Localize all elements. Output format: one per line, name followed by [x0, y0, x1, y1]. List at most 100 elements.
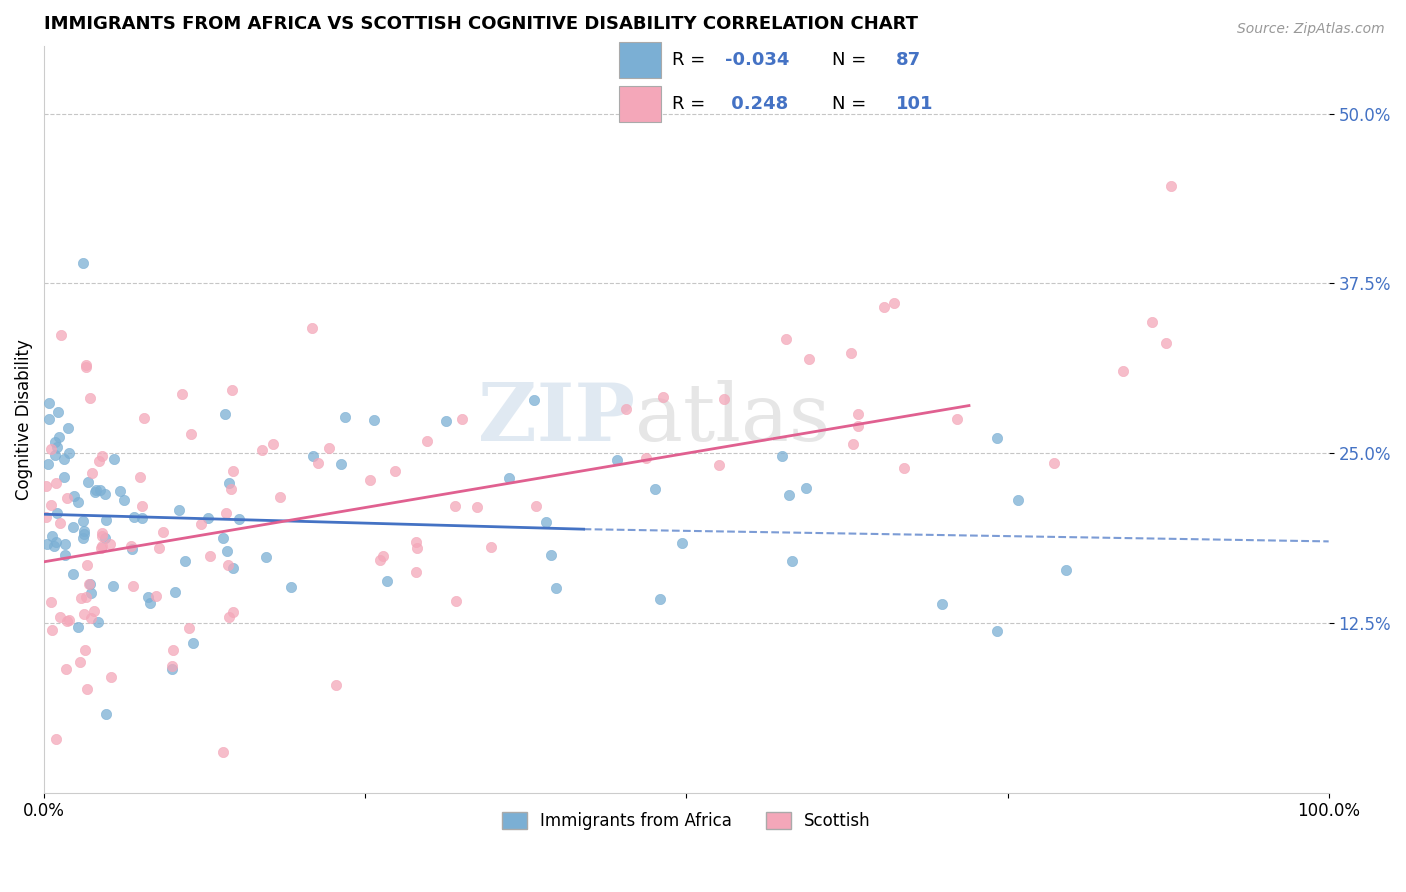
Point	[165, 584, 187, 599]
Point	[634, 451, 657, 466]
Point	[434, 414, 457, 428]
Point	[799, 352, 821, 367]
Point	[67, 620, 90, 634]
Point	[84, 483, 107, 497]
Text: N =: N =	[832, 51, 866, 69]
Point	[35, 479, 58, 493]
Point	[45, 440, 67, 454]
Text: 87: 87	[897, 51, 921, 69]
Point	[35, 537, 58, 551]
Point	[72, 527, 94, 541]
Point	[138, 590, 160, 604]
Point	[55, 614, 77, 628]
Point	[72, 532, 94, 546]
Point	[44, 476, 66, 491]
Point	[38, 412, 60, 426]
Point	[946, 412, 969, 426]
Point	[1042, 456, 1064, 470]
Point	[72, 607, 94, 621]
FancyBboxPatch shape	[619, 87, 661, 122]
Point	[94, 486, 117, 500]
Point	[100, 670, 122, 684]
Point	[444, 594, 467, 608]
Point	[713, 392, 735, 406]
Point	[58, 445, 80, 459]
Point	[1112, 364, 1135, 378]
Point	[101, 580, 124, 594]
Point	[44, 434, 66, 449]
Point	[200, 549, 222, 563]
Point	[90, 449, 112, 463]
Text: 0.248: 0.248	[725, 95, 789, 113]
Legend: Immigrants from Africa, Scottish: Immigrants from Africa, Scottish	[495, 805, 877, 837]
Point	[121, 541, 143, 556]
Point	[174, 554, 197, 568]
Point	[1054, 563, 1077, 577]
Point	[139, 596, 162, 610]
Point	[1160, 179, 1182, 194]
Point	[671, 536, 693, 550]
Point	[778, 487, 800, 501]
Point	[302, 449, 325, 463]
Point	[96, 513, 118, 527]
Point	[359, 473, 381, 487]
Point	[122, 510, 145, 524]
Point	[269, 490, 291, 504]
Point	[148, 541, 170, 555]
Point	[98, 537, 121, 551]
Point	[465, 500, 488, 514]
Point	[39, 442, 62, 456]
Point	[416, 434, 439, 449]
Point	[218, 476, 240, 491]
Text: 101: 101	[897, 95, 934, 113]
Point	[46, 405, 69, 419]
Point	[52, 452, 75, 467]
Point	[179, 621, 201, 635]
Point	[145, 589, 167, 603]
Point	[534, 515, 557, 529]
Point	[122, 578, 145, 592]
Point	[90, 541, 112, 555]
Point	[405, 535, 427, 549]
Point	[75, 590, 97, 604]
Point	[82, 466, 104, 480]
Point	[301, 321, 323, 335]
Point	[1007, 492, 1029, 507]
Point	[221, 383, 243, 397]
Point	[162, 643, 184, 657]
Point	[79, 577, 101, 591]
Point	[80, 611, 103, 625]
Point	[108, 483, 131, 498]
Point	[217, 558, 239, 572]
Point	[368, 553, 391, 567]
Point	[73, 524, 96, 538]
Point	[709, 458, 731, 473]
Point	[222, 605, 245, 619]
Point	[91, 528, 114, 542]
Y-axis label: Cognitive Disability: Cognitive Disability	[15, 339, 32, 500]
Point	[152, 524, 174, 539]
Point	[1142, 315, 1164, 329]
Point	[70, 591, 93, 606]
Point	[49, 327, 72, 342]
Point	[77, 475, 100, 489]
Point	[39, 595, 62, 609]
Point	[172, 387, 194, 401]
Point	[53, 548, 76, 562]
Point	[62, 566, 84, 581]
Point	[190, 516, 212, 531]
Text: ZIP: ZIP	[478, 380, 636, 458]
Point	[128, 470, 150, 484]
Text: N =: N =	[832, 95, 866, 113]
Point	[325, 678, 347, 692]
Point	[451, 412, 474, 426]
Point	[846, 419, 869, 434]
Point	[49, 516, 72, 531]
Point	[219, 483, 242, 497]
Point	[91, 539, 114, 553]
Point	[384, 464, 406, 478]
Point	[546, 581, 568, 595]
FancyBboxPatch shape	[619, 42, 661, 78]
Point	[893, 461, 915, 475]
Point	[333, 410, 356, 425]
